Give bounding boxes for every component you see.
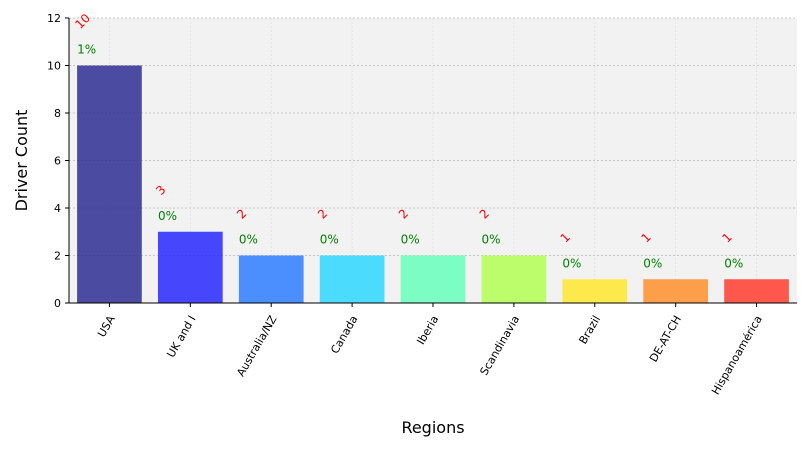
bar xyxy=(77,65,142,303)
percent-label: 0% xyxy=(158,209,177,223)
bar xyxy=(643,279,709,303)
y-tick-label: 2 xyxy=(54,250,61,263)
y-axis-label: Driver Count xyxy=(12,110,31,212)
x-tick-label: DE-AT-CH xyxy=(647,313,684,364)
bar xyxy=(157,231,223,303)
bar xyxy=(562,279,628,303)
bar xyxy=(724,279,789,303)
percent-label: 0% xyxy=(643,256,662,270)
bar xyxy=(481,255,547,303)
percent-label: 0% xyxy=(562,256,581,270)
percent-label: 0% xyxy=(724,256,743,270)
x-tick-label: Iberia xyxy=(414,313,441,347)
x-tick-label: Canada xyxy=(328,313,360,356)
y-tick-label: 0 xyxy=(54,297,61,310)
percent-label: 1% xyxy=(77,43,96,57)
y-tick-label: 4 xyxy=(54,202,61,215)
x-tick-label: UK and I xyxy=(164,313,198,360)
bar xyxy=(238,255,304,303)
percent-label: 0% xyxy=(239,233,258,247)
x-tick-label: Hispanoamérica xyxy=(709,313,765,397)
y-tick-label: 10 xyxy=(47,60,61,73)
x-tick-label: Scandinavia xyxy=(478,313,523,377)
bar xyxy=(319,255,385,303)
y-tick-label: 6 xyxy=(54,155,61,168)
x-axis-label: Regions xyxy=(401,418,464,437)
bars xyxy=(77,65,789,303)
percent-label: 0% xyxy=(482,233,501,247)
x-tick-label: USA xyxy=(95,313,118,340)
x-tick-label: Australia/NZ xyxy=(234,313,280,379)
percent-label: 0% xyxy=(320,233,339,247)
percent-label: 0% xyxy=(401,233,420,247)
y-tick-label: 8 xyxy=(54,107,61,120)
bar xyxy=(400,255,466,303)
x-tick-label: Brazil xyxy=(576,313,603,346)
y-tick-label: 12 xyxy=(47,12,61,25)
